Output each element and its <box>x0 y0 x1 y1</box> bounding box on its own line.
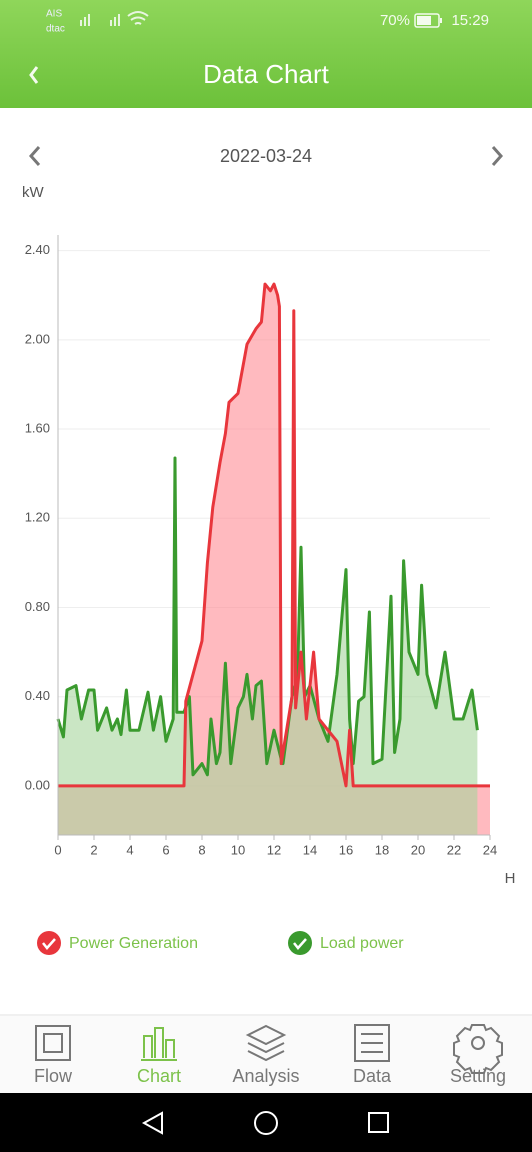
x-axis-unit: H <box>505 870 516 887</box>
area <box>58 284 490 836</box>
system-back[interactable] <box>141 1111 163 1135</box>
legend-label: Power Generation <box>69 935 198 952</box>
tabs: Flow Chart Analysis Data Setting <box>34 1024 506 1086</box>
x-tick-label: 2 <box>90 842 97 857</box>
y-tick-label: 1.60 <box>25 420 50 435</box>
system-home[interactable] <box>254 1111 278 1135</box>
x-tick-label: 20 <box>411 842 425 857</box>
battery-icon <box>414 13 442 28</box>
tab-label: Flow <box>34 1066 73 1086</box>
y-tick-label: 0.00 <box>25 777 50 792</box>
tab[interactable]: Flow <box>34 1025 73 1086</box>
prev-date[interactable] <box>28 146 41 166</box>
signal-icons <box>80 11 149 26</box>
tab-label: Setting <box>450 1066 506 1086</box>
y-axis-unit: kW <box>22 184 45 201</box>
x-tick-label: 10 <box>231 842 245 857</box>
tab-icon <box>35 1025 71 1061</box>
line <box>56 456 479 777</box>
clock: 15:29 <box>451 12 489 29</box>
tab-icon <box>141 1027 177 1061</box>
y-tick-label: 2.40 <box>25 242 50 257</box>
legend-item[interactable]: Load power <box>288 931 404 955</box>
x-tick-label: 18 <box>375 842 389 857</box>
line <box>58 282 490 788</box>
y-tick-label: 2.00 <box>25 331 50 346</box>
tab[interactable]: Data <box>353 1024 392 1086</box>
x-tick-label: 4 <box>126 842 133 857</box>
legend-check <box>288 931 312 955</box>
next-date[interactable] <box>491 146 504 166</box>
carrier: dtac <box>46 24 65 35</box>
legend-check-mark <box>42 938 56 950</box>
tab-icon <box>245 1024 287 1062</box>
legend-label: Load power <box>320 935 404 952</box>
tab-label: Chart <box>137 1066 181 1086</box>
x-tick-label: 22 <box>447 842 461 857</box>
y-tick-label: 0.40 <box>25 688 50 703</box>
legend-item[interactable]: Power Generation <box>37 931 198 955</box>
x-tick-label: 14 <box>303 842 317 857</box>
tab-icon-center <box>471 1036 485 1050</box>
area <box>58 458 478 835</box>
carrier: AIS <box>46 9 62 20</box>
tab-icon <box>354 1024 390 1062</box>
battery-level: 70% <box>380 12 410 29</box>
x-tick-label: 16 <box>339 842 353 857</box>
legend-check-mark <box>293 938 307 950</box>
tab-label: Analysis <box>232 1066 299 1086</box>
x-tick-label: 6 <box>162 842 169 857</box>
x-tick-label: 0 <box>54 842 61 857</box>
date: 2022-03-24 <box>220 146 312 166</box>
tab-label: Data <box>353 1066 392 1086</box>
y-tick-label: 0.80 <box>25 599 50 614</box>
legend: Power Generation Load power <box>37 931 404 955</box>
x-tick-label: 24 <box>483 842 497 857</box>
tab-icon <box>453 1024 503 1074</box>
tab[interactable]: Analysis <box>232 1024 300 1086</box>
page-title: Data Chart <box>203 59 329 89</box>
back-button[interactable] <box>29 66 39 84</box>
tab[interactable]: Setting <box>450 1024 506 1086</box>
system-nav <box>0 1093 532 1152</box>
x-tick-label: 8 <box>198 842 205 857</box>
plot: 0.000.400.801.201.602.002.400 2 4 6 8 10 12 14 1… <box>25 235 497 857</box>
x-tick-label: 12 <box>267 842 281 857</box>
tab[interactable]: Chart <box>137 1027 181 1086</box>
system-recents[interactable] <box>368 1112 389 1133</box>
legend-check <box>37 931 61 955</box>
y-tick-label: 1.20 <box>25 510 50 525</box>
tab-bar <box>0 1014 532 1093</box>
